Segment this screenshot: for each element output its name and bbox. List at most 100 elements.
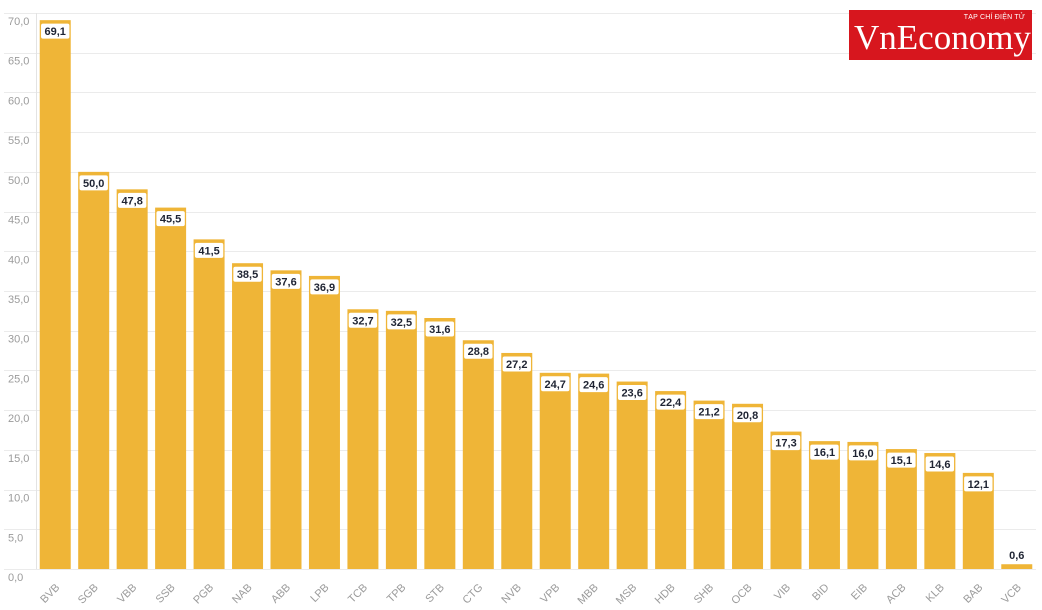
x-tick-label: VBB: [115, 582, 139, 606]
value-label: 16,1: [814, 447, 835, 459]
value-label-box: [464, 343, 493, 359]
bar-nvb: [501, 352, 533, 569]
bar-vib: [770, 431, 802, 569]
x-tick-label: KLB: [924, 582, 947, 605]
x-tick-label: MBB: [575, 582, 600, 607]
bar-ssb: [155, 207, 187, 569]
bar-acb: [885, 449, 917, 569]
value-labels: 69,1 50,0 47,8 45,5 41,5 38,5 37,6 36,9 32,7 32,5…: [41, 23, 1024, 562]
value-label: 17,3: [775, 438, 796, 450]
bar-tcb: [347, 309, 379, 569]
x-tick-label: NAB: [230, 582, 254, 606]
x-tick-label: SSB: [154, 582, 178, 606]
bar-vbb: [116, 189, 148, 569]
value-label-box: [233, 266, 262, 282]
y-tick-label: 60,0: [8, 95, 29, 107]
value-label: 24,6: [583, 380, 604, 392]
value-label-box: [733, 407, 762, 423]
value-label: 12,1: [968, 479, 989, 491]
value-label: 41,5: [198, 245, 219, 257]
x-tick-label: BVB: [38, 582, 62, 606]
y-tick-label: 70,0: [8, 16, 29, 28]
value-label: 23,6: [621, 388, 642, 400]
bar-shb: [693, 400, 725, 569]
y-tick-label: 50,0: [8, 175, 29, 187]
value-label-box: [387, 314, 416, 330]
value-label-box: [117, 192, 147, 208]
bar-ctg: [462, 340, 494, 569]
bar-msb: [616, 381, 648, 569]
y-tick-label: 65,0: [8, 56, 29, 68]
value-label: 38,5: [237, 269, 258, 281]
value-label-box: [964, 476, 993, 492]
value-label: 27,2: [506, 359, 527, 371]
y-tick-label: 15,0: [8, 453, 29, 465]
bar-lpb: [308, 275, 340, 569]
bar-bvb: [39, 20, 71, 570]
bar-abb: [270, 270, 302, 569]
bar-vpb: [539, 372, 571, 569]
value-label-box: [156, 211, 185, 227]
x-tick-label: VCB: [999, 582, 1023, 606]
x-tick-label: BAB: [961, 582, 985, 606]
value-label: 15,1: [891, 455, 912, 467]
bar-eib: [847, 441, 879, 569]
y-tick-label: 20,0: [8, 413, 29, 425]
x-tick-label: SGB: [76, 582, 101, 607]
value-label-box: [41, 23, 70, 39]
y-tick-label: 5,0: [8, 532, 23, 544]
bar-vcb: [1001, 564, 1033, 569]
value-label-box: [887, 452, 916, 468]
x-tick-label: ABB: [269, 582, 293, 606]
value-label: 21,2: [698, 407, 719, 419]
y-tick-label: 45,0: [8, 215, 29, 227]
bar-nab: [232, 263, 264, 569]
value-label: 0,6: [1009, 550, 1024, 562]
bar-stb: [424, 318, 456, 569]
value-label-box: [541, 376, 570, 392]
value-label-box: [310, 279, 339, 295]
bar-hdb: [655, 391, 687, 569]
value-label: 47,8: [121, 195, 142, 207]
x-tick-label: TPB: [385, 582, 409, 606]
value-label-box: [194, 242, 224, 258]
vneconomy-logo: TẠP CHÍ ĐIỆN TỬ VnEconomy: [849, 10, 1032, 60]
value-label-box: [694, 404, 724, 420]
y-tick-label: 0,0: [8, 572, 23, 584]
x-tick-label: SHB: [692, 582, 716, 606]
value-label: 31,6: [429, 324, 450, 336]
value-label: 14,6: [929, 459, 950, 471]
value-label: 16,0: [852, 448, 873, 460]
x-axis-labels: BVB SGB VBB SSB PGB NAB ABB LPB TCB TPB STB CTG NVB V…: [38, 582, 1024, 607]
value-label-box: [925, 456, 955, 472]
value-label: 28,8: [468, 346, 489, 358]
x-tick-label: NVB: [499, 582, 523, 606]
value-label: 50,0: [83, 178, 104, 190]
x-tick-label: ACB: [884, 582, 908, 606]
value-label-box: [848, 445, 878, 461]
value-label-box: [271, 273, 301, 289]
value-label-box: [617, 385, 647, 401]
value-label-box: [656, 394, 685, 410]
y-tick-label: 35,0: [8, 294, 29, 306]
bar-tpb: [385, 310, 417, 569]
value-label-box: [348, 312, 378, 328]
bar-ocb: [732, 403, 764, 569]
x-tick-label: BID: [810, 582, 831, 603]
x-tick-label: HDB: [653, 582, 678, 607]
x-tick-label: PGB: [191, 582, 216, 607]
y-tick-label: 10,0: [8, 493, 29, 505]
value-label-box: [771, 435, 801, 451]
x-tick-label: VPB: [538, 582, 562, 606]
y-axis-labels: 0,0 5,0 10,0 15,0 20,0 25,0 30,0 35,0 40,0 45,0 50…: [8, 16, 29, 584]
value-label: 45,5: [160, 214, 181, 226]
x-tick-label: VIB: [772, 582, 793, 603]
value-label: 24,7: [545, 379, 566, 391]
value-label: 32,7: [352, 315, 373, 327]
value-label-box: [579, 377, 608, 393]
bars: [39, 20, 1033, 570]
y-tick-label: 40,0: [8, 254, 29, 266]
x-tick-label: OCB: [729, 582, 754, 607]
x-tick-label: EIB: [849, 582, 870, 603]
